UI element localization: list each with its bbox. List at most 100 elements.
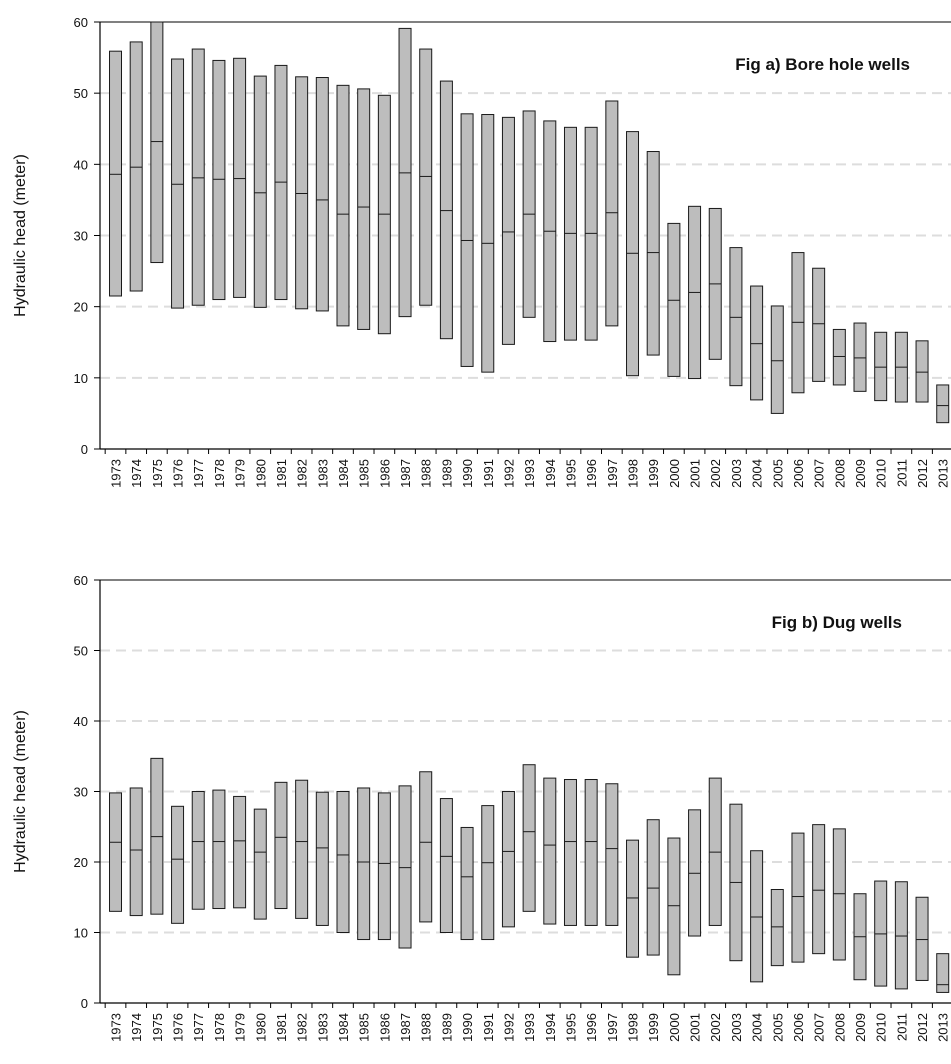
box-1986 bbox=[377, 792, 391, 941]
y-tick-label: 40 bbox=[74, 714, 88, 729]
box-2010 bbox=[874, 331, 888, 402]
x-tick-label: 1997 bbox=[605, 459, 620, 488]
box-2008 bbox=[832, 328, 846, 386]
x-tick-label: 2009 bbox=[853, 459, 868, 488]
x-tick-label: 1990 bbox=[460, 459, 475, 488]
box-1990 bbox=[460, 826, 474, 941]
y-tick-label: 30 bbox=[74, 229, 88, 244]
x-tick-label: 2008 bbox=[832, 1013, 847, 1042]
y-tick-label: 50 bbox=[74, 644, 88, 659]
x-tick-label: 2001 bbox=[688, 1013, 703, 1042]
chart-panel-b: 0 10 20 30 40 50 60 1973 1974 1975 1976 1977 1978 197… bbox=[12, 573, 951, 1042]
x-tick-label: 1989 bbox=[439, 459, 454, 488]
box-1988 bbox=[419, 48, 433, 306]
x-tick-label: 2013 bbox=[936, 459, 951, 488]
y-tick-label: 10 bbox=[74, 371, 88, 386]
x-tick-label: 1983 bbox=[315, 459, 330, 488]
box-2005 bbox=[770, 305, 784, 414]
x-tick-label: 2010 bbox=[874, 1013, 889, 1042]
box-1981 bbox=[274, 781, 288, 910]
box-1999 bbox=[646, 151, 660, 356]
box-1994 bbox=[543, 777, 557, 925]
box-1988 bbox=[419, 771, 433, 923]
y-tick-label: 60 bbox=[74, 573, 88, 588]
x-tick-label: 1991 bbox=[481, 459, 496, 488]
box-1989 bbox=[439, 80, 453, 340]
box-1997 bbox=[605, 100, 619, 327]
box-2012 bbox=[915, 340, 929, 403]
box-1999 bbox=[646, 819, 660, 956]
x-tick-label: 1975 bbox=[150, 1013, 165, 1042]
x-tick-label: 1973 bbox=[109, 459, 124, 488]
x-tick-label: 1980 bbox=[253, 1013, 268, 1042]
x-tick-label: 2003 bbox=[729, 459, 744, 488]
x-tick-label: 1975 bbox=[150, 459, 165, 488]
chart-panel-a: 0 10 20 30 40 50 60 1973 1974 1975 1976 1977 1978 197… bbox=[12, 15, 951, 488]
x-tick-label: 1974 bbox=[129, 459, 144, 488]
box-1979 bbox=[233, 57, 247, 298]
chart-title: Fig b) Dug wells bbox=[772, 613, 902, 632]
box-1974 bbox=[129, 787, 143, 917]
box-2007 bbox=[812, 267, 826, 382]
x-tick-label: 1988 bbox=[419, 459, 434, 488]
box-1978 bbox=[212, 789, 226, 910]
box-1982 bbox=[295, 76, 309, 310]
x-tick-label: 1994 bbox=[543, 1013, 558, 1042]
x-tick-label: 1974 bbox=[129, 1013, 144, 1042]
box-1992 bbox=[501, 791, 515, 928]
x-tick-label: 1985 bbox=[357, 459, 372, 488]
x-tick-label: 1978 bbox=[212, 1013, 227, 1042]
x-tick-label: 1979 bbox=[233, 459, 248, 488]
box-1979 bbox=[233, 795, 247, 909]
x-tick-label: 1990 bbox=[460, 1013, 475, 1042]
x-tick-label: 1973 bbox=[109, 1013, 124, 1042]
box-2006 bbox=[791, 832, 805, 963]
x-tick-label: 1999 bbox=[646, 1013, 661, 1042]
box-1976 bbox=[171, 805, 185, 924]
x-tick-label: 1979 bbox=[233, 1013, 248, 1042]
x-tick-label: 1982 bbox=[295, 459, 310, 488]
x-tick-label: 1998 bbox=[626, 1013, 641, 1042]
box-1983 bbox=[315, 791, 329, 926]
box-1998 bbox=[626, 839, 640, 958]
box-1973 bbox=[109, 50, 123, 297]
x-tick-label: 1988 bbox=[419, 1013, 434, 1042]
x-tick-label: 2011 bbox=[894, 1013, 909, 1041]
x-tick-label: 1994 bbox=[543, 459, 558, 488]
y-tick-label: 0 bbox=[81, 442, 88, 457]
box-1985 bbox=[357, 787, 371, 941]
x-tick-label: 2002 bbox=[708, 459, 723, 488]
box-1984 bbox=[336, 791, 350, 933]
x-tick-label: 2005 bbox=[770, 1013, 785, 1042]
box-2004 bbox=[750, 285, 764, 401]
x-tick-label: 2012 bbox=[915, 1013, 930, 1042]
x-tick-label: 1998 bbox=[626, 459, 641, 488]
y-tick-label: 30 bbox=[74, 785, 88, 800]
x-tick-label: 1980 bbox=[253, 459, 268, 488]
x-tick-label: 1976 bbox=[171, 459, 186, 488]
box-2000 bbox=[667, 837, 681, 976]
x-tick-label: 1992 bbox=[501, 1013, 516, 1042]
x-tick-label: 2011 bbox=[894, 459, 909, 487]
y-tick-label: 20 bbox=[74, 300, 88, 315]
box-2008 bbox=[832, 828, 846, 961]
x-tick-label: 2000 bbox=[667, 1013, 682, 1042]
x-tick-label: 2004 bbox=[750, 1013, 765, 1042]
x-tick-label: 2003 bbox=[729, 1013, 744, 1042]
x-tick-label: 1986 bbox=[377, 459, 392, 488]
x-tick-label: 1999 bbox=[646, 459, 661, 488]
x-tick-label: 1991 bbox=[481, 1013, 496, 1042]
box-2004 bbox=[750, 850, 764, 983]
box-2005 bbox=[770, 888, 784, 967]
x-tick-label: 1978 bbox=[212, 459, 227, 488]
y-tick-label: 40 bbox=[74, 157, 88, 172]
x-tick-label: 1977 bbox=[191, 1013, 206, 1042]
box-1995 bbox=[563, 779, 577, 926]
x-tick-label: 1996 bbox=[584, 459, 599, 488]
y-axis-title: Hydraulic head (meter) bbox=[12, 710, 29, 873]
x-tick-label: 1993 bbox=[522, 459, 537, 488]
x-tick-label: 1987 bbox=[398, 459, 413, 488]
box-1989 bbox=[439, 798, 453, 933]
box-1980 bbox=[253, 808, 267, 920]
